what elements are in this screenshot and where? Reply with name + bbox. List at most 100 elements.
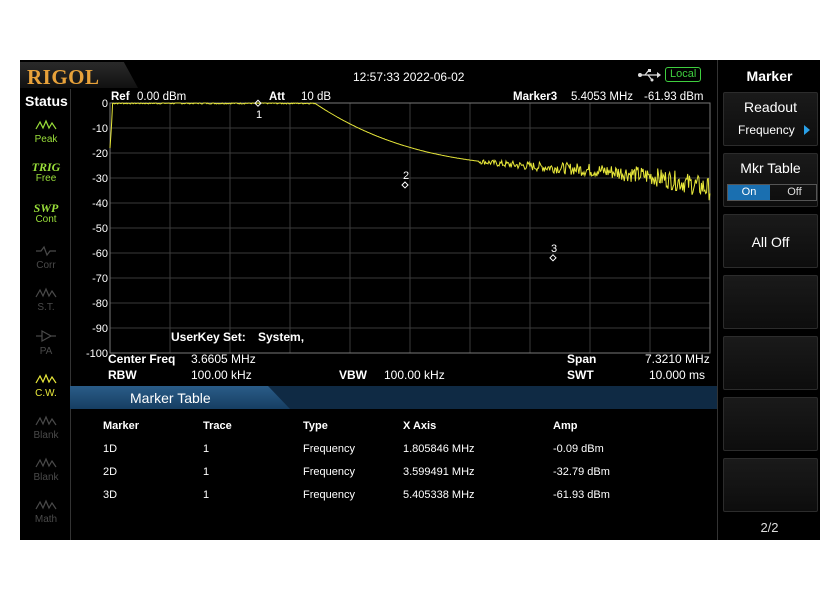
cell-marker: 3D	[103, 489, 118, 501]
cell-amp: -61.93 dBm	[553, 489, 610, 501]
status-st-label: S.T.	[37, 302, 55, 313]
y-tick-label: -40	[92, 198, 108, 210]
cell-amp: -0.09 dBm	[553, 443, 604, 455]
rigol-logo: RIGOL	[27, 65, 100, 89]
spectrum-display[interactable]: 0 -10 -20 -30 -40 -50 -60 -70 -80 -90 -100 1 2 3 Ref …	[70, 89, 717, 384]
submenu-arrow-icon	[804, 125, 810, 135]
plot-frame	[109, 102, 711, 354]
all-off-button[interactable]: All Off	[723, 214, 818, 268]
marker-table-tab[interactable]: Marker Table	[70, 386, 290, 409]
status-title: Status	[25, 93, 68, 109]
peak-icon	[35, 119, 57, 130]
ref-value: 0.00 dBm	[137, 91, 187, 103]
cell-x-axis: 5.405338 MHz	[403, 489, 475, 501]
table-row[interactable]: 1D 1 Frequency 1.805846 MHz -0.09 dBm	[103, 443, 663, 457]
toggle-off[interactable]: Off	[787, 186, 802, 198]
status-trig: TRIG Free	[26, 161, 66, 184]
top-bar: RIGOL 12:57:33 2022-06-02 Local	[20, 60, 717, 89]
spectrum-plot[interactable]: 0 -10 -20 -30 -40 -50 -60 -70 -80 -90 -100 1 2 3	[70, 89, 717, 384]
empty-softkey-6[interactable]	[723, 397, 818, 451]
ref-label: Ref	[111, 91, 130, 103]
cell-x-axis: 1.805846 MHz	[403, 443, 475, 455]
logo-plate: RIGOL	[20, 62, 138, 88]
rbw-value: 100.00 kHz	[191, 368, 252, 382]
readout-label: Readout	[744, 99, 797, 115]
status-blank-1: Blank	[26, 415, 66, 441]
status-pa-label: PA	[39, 346, 53, 357]
sweep-parameters: Center Freq 3.6605 MHz Span 7.3210 MHz R…	[70, 351, 717, 385]
att-value: 10 dB	[301, 91, 332, 103]
cell-x-axis: 3.599491 MHz	[403, 466, 475, 478]
userkey-value: System,	[258, 330, 305, 344]
cw-icon	[35, 373, 57, 384]
all-off-label: All Off	[751, 234, 790, 250]
col-marker: Marker	[103, 420, 140, 432]
math-icon	[35, 499, 57, 510]
marker-readout-amp: -61.93 dBm	[644, 91, 704, 103]
swt-label: SWT	[567, 368, 594, 382]
status-blank-2-label: Blank	[33, 472, 59, 483]
usb-icon	[638, 69, 661, 82]
cell-trace: 1	[203, 489, 210, 501]
cell-type: Frequency	[303, 443, 355, 455]
att-label: Att	[269, 91, 285, 103]
userkey-label: UserKey Set:	[171, 330, 246, 344]
span-label: Span	[567, 352, 597, 366]
marker-table-header: Marker Table	[70, 386, 717, 409]
status-peak-label: Peak	[34, 134, 58, 145]
empty-softkey-7[interactable]	[723, 458, 818, 512]
swt-value: 10.000 ms	[649, 368, 706, 382]
toggle-on[interactable]: On	[728, 185, 770, 200]
status-swp-label: Cont	[35, 214, 57, 225]
mkr-table-button[interactable]: Mkr Table On Off	[723, 153, 818, 207]
marker-point	[401, 181, 409, 189]
corr-icon	[36, 245, 56, 257]
marker-table-columns: Marker Trace Type X Axis Amp	[103, 420, 663, 434]
cell-amp: -32.79 dBm	[553, 466, 610, 478]
col-amp: Amp	[553, 420, 578, 432]
marker-point	[549, 254, 557, 262]
table-row[interactable]: 3D 1 Frequency 5.405338 MHz -61.93 dBm	[103, 489, 663, 503]
mkr-table-label: Mkr Table	[740, 160, 801, 176]
status-blank-1-label: Blank	[33, 430, 59, 441]
col-trace: Trace	[203, 420, 232, 432]
y-tick-label: -80	[92, 298, 108, 310]
mkr-table-toggle[interactable]: On Off	[727, 184, 817, 201]
marker-label: 2	[403, 170, 409, 182]
y-tick-label: -70	[92, 273, 108, 285]
st-icon	[35, 287, 57, 298]
readout-button[interactable]: Readout Frequency	[723, 92, 818, 146]
datetime-display: 12:57:33 2022-06-02	[353, 70, 465, 84]
marker-table-title: Marker Table	[130, 390, 211, 406]
vbw-value: 100.00 kHz	[384, 368, 445, 382]
table-row[interactable]: 2D 1 Frequency 3.599491 MHz -32.79 dBm	[103, 466, 663, 480]
status-peak: Peak	[26, 119, 66, 145]
status-corr: Corr	[26, 245, 66, 271]
status-blank-2: Blank	[26, 457, 66, 483]
col-type: Type	[303, 420, 328, 432]
cell-type: Frequency	[303, 489, 355, 501]
marker-readout-label: Marker3	[513, 91, 558, 103]
status-pa: PA	[26, 329, 66, 357]
y-tick-label: -30	[92, 173, 108, 185]
analyzer-screen: RIGOL 12:57:33 2022-06-02 Local Status P…	[20, 60, 820, 540]
marker-label: 3	[551, 243, 557, 255]
empty-softkey-5[interactable]	[723, 336, 818, 390]
menu-page-indicator: 2/2	[760, 520, 779, 535]
status-math: Math	[26, 499, 66, 525]
marker-point	[254, 99, 262, 107]
y-tick-label: -10	[92, 123, 108, 135]
empty-softkey-4[interactable]	[723, 275, 818, 329]
rbw-label: RBW	[108, 368, 137, 382]
marker-readout-freq: 5.4053 MHz	[571, 91, 634, 103]
cell-type: Frequency	[303, 466, 355, 478]
y-tick-label: -50	[92, 223, 108, 235]
y-tick-label: -90	[92, 323, 108, 335]
status-corr-label: Corr	[36, 260, 56, 271]
col-x-axis: X Axis	[403, 420, 437, 432]
marker-label: 1	[256, 109, 262, 121]
swp-glyph: SWP	[33, 201, 59, 215]
cell-marker: 1D	[103, 443, 118, 455]
cell-trace: 1	[203, 443, 210, 455]
status-st: S.T.	[26, 287, 66, 313]
